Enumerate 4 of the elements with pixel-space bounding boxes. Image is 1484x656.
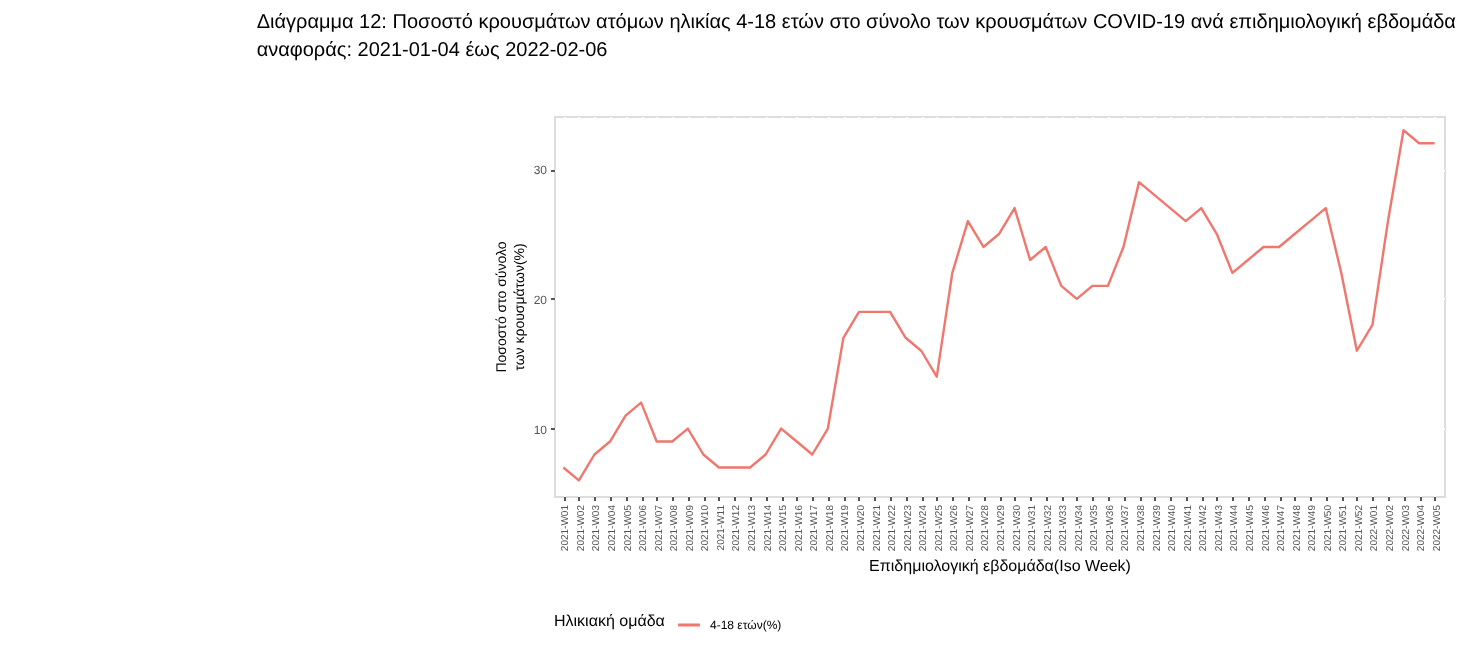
chart-title: Διάγραμμα 12: Ποσοστό κρουσμάτων ατόμων ηλικίας 4-18 ετών στο σύνολο των κρουσμάτων COVID-19 ανά επιδημιολογική εβδομάδα αναφοράς: 2021-01-04 έως 2022-02-06 <box>256 12 1457 62</box>
line-series <box>562 129 1436 482</box>
x-axis-title: Επιδημιολογική εβδομάδα(Iso Week) <box>869 557 1132 576</box>
legend-title: Ηλικιακή ομάδα <box>554 612 666 630</box>
